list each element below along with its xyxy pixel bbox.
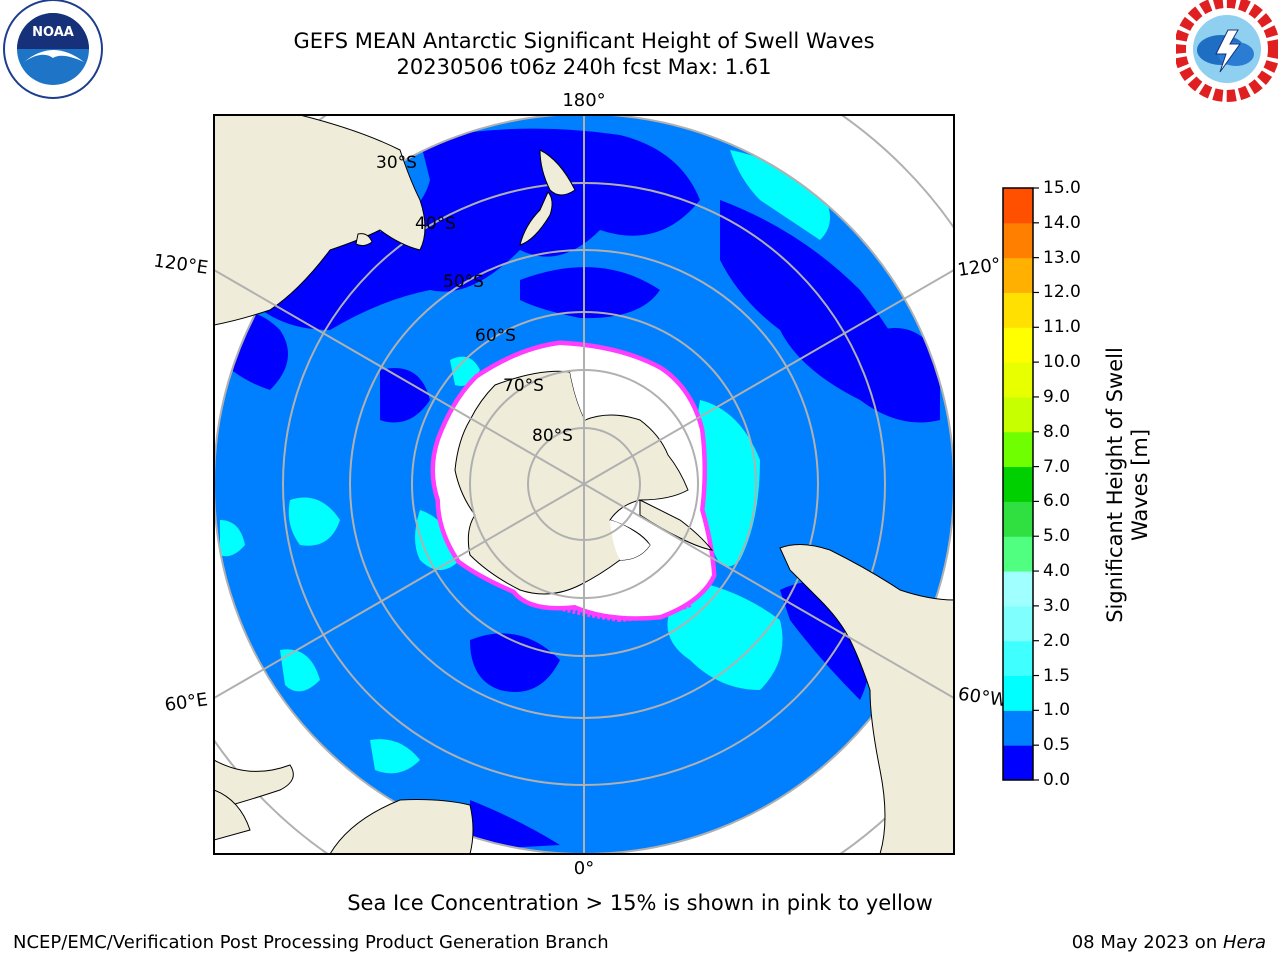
colorbar-tick-label: 10.0: [1043, 352, 1081, 373]
colorbar-segment: [1003, 396, 1033, 433]
colorbar-segment: [1003, 605, 1033, 642]
colorbar: [1002, 187, 1039, 781]
colorbar-tick-label: 3.0: [1043, 595, 1071, 616]
colorbar-tick-label: 2.0: [1043, 630, 1071, 651]
colorbar-segment: [1003, 466, 1033, 502]
lat-label-30s: 30°S: [376, 153, 417, 173]
lon-label-60w: 60°W: [957, 684, 1009, 712]
land-africa: [214, 759, 294, 811]
footer-credit: NCEP/EMC/Verification Post Processing Pr…: [13, 932, 609, 953]
colorbar-tick-label: 7.0: [1043, 456, 1071, 477]
footer-host: Hera: [1222, 932, 1266, 953]
colorbar-tick-label: 14.0: [1043, 212, 1081, 233]
colorbar-segment: [1003, 536, 1033, 572]
colorbar-tick-label: 9.0: [1043, 386, 1071, 407]
colorbar-tick-label: 1.5: [1043, 665, 1071, 686]
colorbar-segment: [1003, 710, 1033, 746]
colorbar-tick-label: 1.0: [1043, 700, 1071, 721]
colorbar-tick-label: 12.0: [1043, 282, 1081, 303]
lon-label-60e: 60°E: [163, 689, 209, 716]
colorbar-border: [1002, 187, 1034, 781]
longitude-grid: [214, 115, 954, 854]
colorbar-segment: [1003, 571, 1033, 607]
colorbar-tick-label: 11.0: [1043, 317, 1081, 338]
colorbar-segment: [1003, 327, 1033, 363]
land-australia: [214, 115, 426, 326]
colorbar-segment: [1003, 292, 1033, 328]
colorbar-label: Significant Height of Swell Waves [m]: [1103, 347, 1152, 623]
colorbar-segment: [1003, 675, 1033, 711]
lon-label-0: 0°: [574, 858, 594, 879]
colorbar-segment: [1003, 431, 1033, 468]
lon-label-120e: 120°E: [152, 250, 209, 278]
lat-label-80s: 80°S: [532, 426, 573, 446]
colorbar-segment: [1003, 640, 1033, 677]
colorbar-segment: [1003, 745, 1033, 781]
noaa-logo-text: NOAA: [32, 25, 74, 40]
colorbar-segment: [1003, 188, 1033, 224]
lat-label-50s: 50°S: [443, 272, 484, 292]
lat-label-60s: 60°S: [475, 326, 516, 346]
footer-date: 08 May 2023 on Hera: [1072, 932, 1266, 953]
colorbar-tick-label: 0.5: [1043, 735, 1071, 756]
chart-title: GEFS MEAN Antarctic Significant Height o…: [293, 29, 875, 53]
colorbar-tick-label: 5.0: [1043, 526, 1071, 547]
colorbar-segment: [1003, 257, 1033, 293]
colorbar-tick-label: 0.0: [1043, 770, 1071, 790]
colorbar-tick-label: 13.0: [1043, 247, 1081, 268]
colorbar-segment: [1003, 222, 1033, 259]
colorbar-segment: [1003, 501, 1033, 537]
lon-label-120w: 120°: [956, 254, 1002, 281]
land-new-zealand: [539, 149, 576, 196]
colorbar-segment: [1003, 362, 1033, 398]
lat-label-70s: 70°S: [503, 376, 544, 396]
colorbar-tick-label: 8.0: [1043, 421, 1071, 442]
lat-label-40s: 40°S: [415, 214, 456, 234]
footer-date-text: 08 May 2023 on: [1071, 932, 1223, 953]
map-frame: [213, 114, 955, 855]
colorbar-tick-label: 6.0: [1043, 491, 1071, 512]
lon-label-180: 180°: [562, 90, 605, 111]
colorbar-tick-label: 15.0: [1043, 178, 1081, 198]
nws-logo: [1176, 0, 1278, 102]
colorbar-tick-label: 4.0: [1043, 561, 1071, 582]
sea-ice-caption: Sea Ice Concentration > 15% is shown in …: [347, 891, 933, 915]
land-south-america: [779, 544, 954, 854]
chart-subtitle: 20230506 t06z 240h fcst Max: 1.61: [396, 55, 772, 79]
noaa-logo: NOAA: [3, 0, 103, 99]
